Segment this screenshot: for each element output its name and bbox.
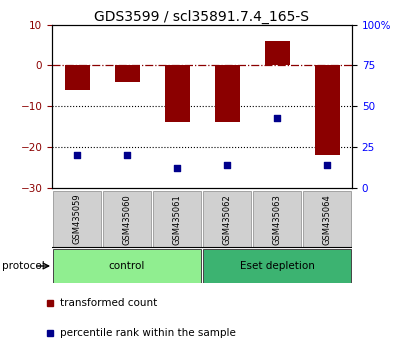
Point [124, 152, 130, 158]
Text: GSM435061: GSM435061 [172, 194, 182, 245]
Point [224, 162, 230, 168]
Bar [153, 192, 201, 247]
Text: transformed count: transformed count [60, 298, 157, 308]
Bar [264, 41, 290, 65]
Bar [203, 249, 351, 283]
Title: GDS3599 / scl35891.7.4_165-S: GDS3599 / scl35891.7.4_165-S [94, 10, 310, 24]
Text: GSM435064: GSM435064 [322, 194, 332, 245]
Point [174, 165, 180, 171]
Bar [64, 65, 90, 90]
Bar [103, 192, 151, 247]
Bar [164, 65, 190, 122]
Text: GSM435062: GSM435062 [222, 194, 232, 245]
Text: GSM435063: GSM435063 [272, 194, 282, 245]
Bar [314, 65, 340, 155]
Text: GSM435059: GSM435059 [72, 194, 82, 245]
Point [274, 115, 280, 120]
Bar [253, 192, 301, 247]
Bar [214, 65, 240, 122]
Text: GSM435060: GSM435060 [122, 194, 132, 245]
Point [324, 162, 330, 168]
Point [74, 152, 80, 158]
Text: Eset depletion: Eset depletion [240, 261, 314, 271]
Bar [114, 65, 140, 82]
Bar [53, 249, 201, 283]
Bar [303, 192, 351, 247]
Text: protocol: protocol [2, 261, 45, 271]
Bar [203, 192, 251, 247]
Text: percentile rank within the sample: percentile rank within the sample [60, 328, 236, 338]
Bar [53, 192, 101, 247]
Text: control: control [109, 261, 145, 271]
